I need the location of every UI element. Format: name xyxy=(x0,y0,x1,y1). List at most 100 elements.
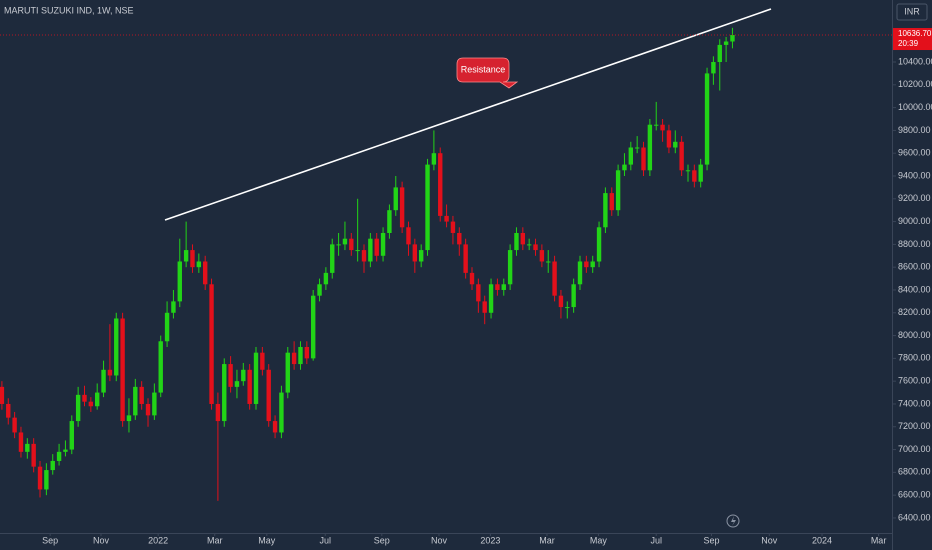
candle-body xyxy=(158,341,163,393)
callout xyxy=(456,57,519,89)
candle-body xyxy=(317,284,322,296)
y-tick-label: 8800.00 xyxy=(898,239,931,249)
candle-body xyxy=(228,364,233,387)
candle-body xyxy=(406,227,411,245)
candle-body xyxy=(374,238,379,256)
currency[interactable]: INR xyxy=(904,6,920,16)
candle-body xyxy=(584,261,589,268)
y-tick-label: 8000.00 xyxy=(898,330,931,340)
candle-body xyxy=(399,187,405,228)
candle-body xyxy=(628,147,634,165)
plot xyxy=(0,27,735,501)
candle-body xyxy=(37,466,43,490)
candle-body xyxy=(330,244,335,273)
candle-body xyxy=(711,62,716,74)
candle-body xyxy=(520,232,526,245)
x-tick-label: 2024 xyxy=(812,535,832,545)
candle-body xyxy=(63,449,68,452)
candle-body xyxy=(552,261,557,296)
candle-body xyxy=(431,153,437,165)
candle-body xyxy=(139,386,144,404)
x-tick-label: Mar xyxy=(207,535,223,545)
annotation: Resistance xyxy=(461,64,506,74)
y-tick-label: 8400.00 xyxy=(898,284,931,294)
y-tick-label: 7800.00 xyxy=(898,353,931,363)
candle-body xyxy=(247,369,252,404)
candle-body xyxy=(94,392,100,407)
candle-body xyxy=(558,295,564,308)
candle-body xyxy=(647,124,653,171)
x-tick-label: Jul xyxy=(319,535,331,545)
y-tick-label: 7000.00 xyxy=(898,444,931,454)
y-tick-label: 9400.00 xyxy=(898,170,931,180)
candle-body xyxy=(507,250,513,285)
candle-body xyxy=(0,386,5,404)
candle-body xyxy=(571,284,576,308)
y-tick-label: 9800.00 xyxy=(898,125,931,135)
candle-body xyxy=(463,244,468,273)
candle-body xyxy=(69,421,74,450)
candle-body xyxy=(215,403,221,422)
candle-body xyxy=(209,284,214,404)
x-tick-label: Nov xyxy=(431,535,448,545)
y-tick-label: 9000.00 xyxy=(898,216,931,226)
candle-body xyxy=(660,124,665,131)
candle-body xyxy=(50,460,55,471)
candle-body xyxy=(723,41,729,45)
candle-body xyxy=(18,432,24,452)
y-tick-label: 7600.00 xyxy=(898,376,931,386)
candle-body xyxy=(342,238,348,245)
candle-body xyxy=(114,318,119,376)
y-tick-label: 10400.00 xyxy=(898,56,932,66)
candle-body xyxy=(444,215,449,222)
candle-body xyxy=(704,73,710,165)
candle-body xyxy=(698,164,703,182)
candle-body xyxy=(717,44,722,63)
candle-body xyxy=(546,261,551,263)
candle-body xyxy=(190,250,195,268)
candle-body xyxy=(609,193,614,211)
candle-body xyxy=(107,369,113,376)
x-tick-label: 2023 xyxy=(480,535,500,545)
candle-body xyxy=(615,170,621,211)
candle-body xyxy=(234,381,240,387)
currency-box[interactable] xyxy=(896,3,928,21)
x-tick-label: Nov xyxy=(761,535,778,545)
candle-body xyxy=(425,164,430,251)
candle-body xyxy=(666,130,672,148)
candle-body xyxy=(679,141,684,171)
candle-body xyxy=(164,312,170,342)
candle-body xyxy=(596,227,602,262)
candle-body xyxy=(279,392,284,433)
candle-body xyxy=(501,284,506,290)
candle-body xyxy=(298,346,303,365)
candle-body xyxy=(565,307,570,309)
price-label: 10636.70 xyxy=(898,29,932,38)
y-tick-label: 7400.00 xyxy=(898,398,931,408)
event-icon-bolt xyxy=(731,516,736,526)
candle-body xyxy=(476,284,481,302)
candle-body xyxy=(88,401,94,407)
candle-body xyxy=(285,352,290,393)
candle-body xyxy=(222,364,227,422)
y-tick-label: 7200.00 xyxy=(898,421,931,431)
x-tick-label: Mar xyxy=(539,535,555,545)
x-tick-label: Nov xyxy=(93,535,110,545)
candle-body xyxy=(304,346,310,359)
candle-body xyxy=(323,272,329,285)
candle-body xyxy=(641,147,646,171)
candle-body xyxy=(241,369,246,382)
candle-body xyxy=(438,153,443,216)
event-icon[interactable] xyxy=(726,514,740,528)
candle-body xyxy=(152,392,157,416)
candle-body xyxy=(12,417,17,433)
candle-body xyxy=(6,403,11,418)
candle-body xyxy=(387,210,392,233)
candle-body xyxy=(361,250,367,262)
candle-body xyxy=(177,261,182,302)
candle-body xyxy=(202,261,208,285)
candle-body xyxy=(101,369,106,393)
candle-body xyxy=(183,250,189,262)
candle-body xyxy=(56,451,62,461)
candle-body xyxy=(171,301,176,313)
